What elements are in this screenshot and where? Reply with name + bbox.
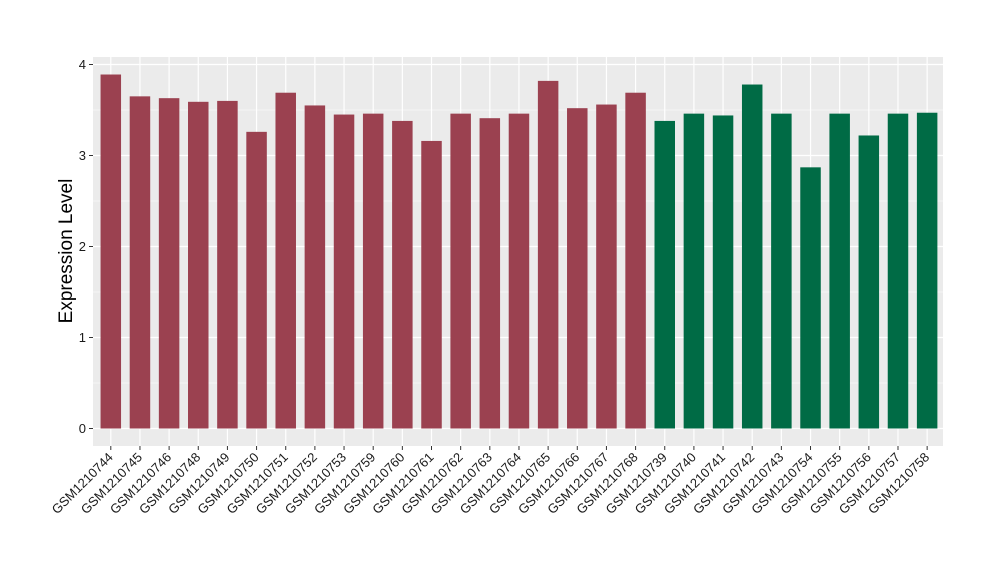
bar-GSM1210745	[129, 96, 151, 429]
bar-GSM1210741	[712, 115, 734, 429]
bar-GSM1210764	[508, 113, 530, 429]
y-tick-label: 3	[79, 148, 86, 163]
bar-GSM1210752	[304, 105, 326, 429]
bar-GSM1210754	[800, 167, 821, 429]
x-axis: GSM1210744GSM1210745GSM1210746GSM1210748…	[49, 446, 932, 517]
bar-GSM1210748	[188, 101, 209, 429]
y-axis: 0 1 2 3 4	[79, 57, 93, 436]
bar-GSM1210756	[858, 135, 880, 429]
bar-GSM1210744	[100, 74, 122, 429]
y-tick-label: 2	[79, 239, 86, 254]
bar-GSM1210765	[537, 80, 559, 429]
bar-GSM1210763	[479, 118, 501, 429]
bar-GSM1210739	[654, 120, 675, 429]
bar-GSM1210768	[625, 92, 646, 429]
bar-GSM1210742	[741, 84, 763, 429]
bar-GSM1210750	[246, 131, 267, 429]
bar-GSM1210757	[887, 113, 909, 429]
y-axis-title: Expression Level	[56, 179, 77, 324]
bar-GSM1210740	[683, 113, 705, 429]
bar-GSM1210767	[596, 104, 617, 429]
y-tick-label: 4	[79, 57, 86, 72]
bar-GSM1210762	[450, 113, 471, 429]
y-tick-label: 1	[79, 330, 86, 345]
bar-GSM1210759	[362, 113, 384, 429]
bar-GSM1210753	[333, 114, 355, 429]
bar-GSM1210749	[217, 100, 238, 429]
y-tick-label: 0	[79, 421, 86, 436]
bar-GSM1210758	[916, 112, 938, 429]
bar-GSM1210751	[275, 92, 296, 429]
bar-layer	[100, 74, 938, 429]
bar-GSM1210743	[771, 113, 792, 429]
bar-GSM1210761	[421, 140, 442, 429]
bar-GSM1210755	[829, 113, 850, 429]
bar-GSM1210766	[567, 108, 588, 429]
bar-GSM1210760	[392, 120, 413, 429]
bar-GSM1210746	[158, 98, 180, 429]
